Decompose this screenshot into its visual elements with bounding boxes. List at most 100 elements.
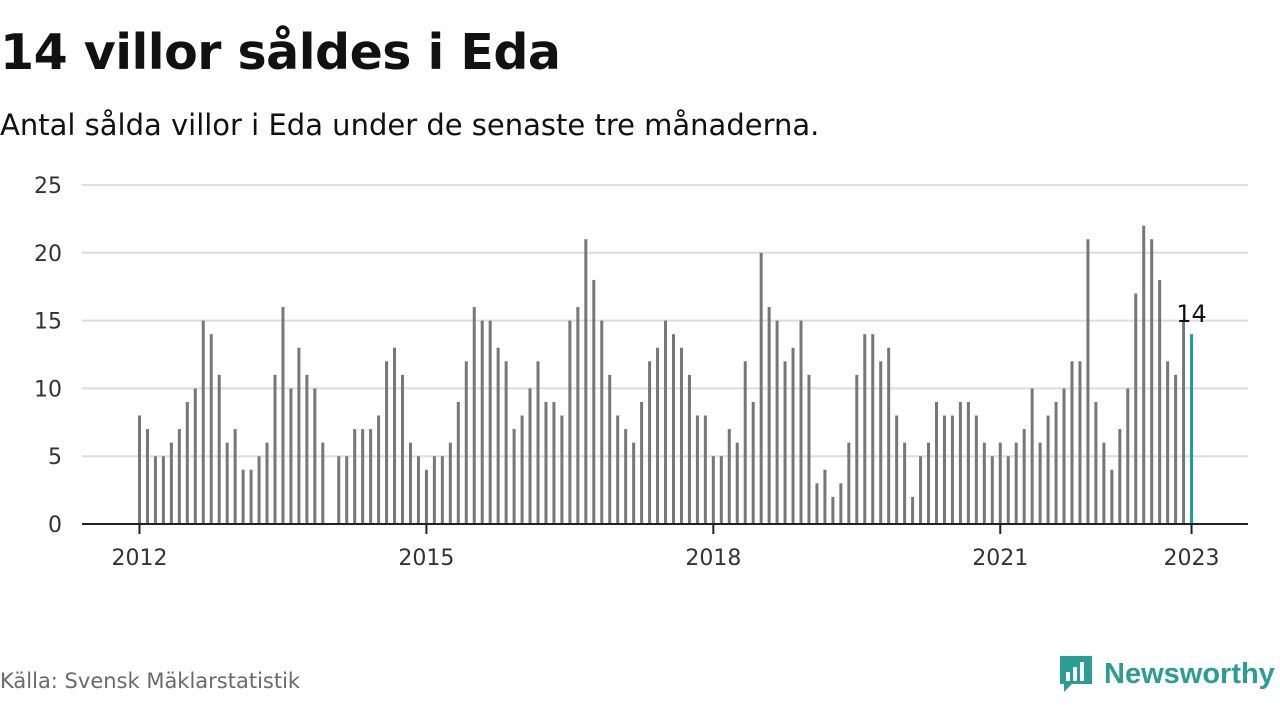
bar (345, 456, 349, 524)
bar (887, 347, 891, 524)
bar (1102, 442, 1106, 524)
bar (1118, 429, 1122, 524)
bar (401, 374, 405, 524)
bar (695, 415, 699, 524)
bar (743, 361, 747, 524)
bar (377, 415, 381, 524)
bar (592, 279, 596, 524)
bar (632, 442, 636, 524)
bar-chart: 0 5 10 15 20 25 2012 2015 2018 2021 2023 14 (34, 174, 1248, 571)
bar (839, 483, 843, 524)
bar (321, 442, 325, 524)
bar (297, 347, 301, 524)
bar (217, 374, 221, 524)
bar (496, 347, 500, 524)
bar (1054, 401, 1058, 524)
bar (807, 374, 811, 524)
bar (863, 334, 867, 524)
bar (138, 415, 141, 524)
bar (791, 347, 795, 524)
bar (1174, 374, 1178, 524)
bar (847, 442, 851, 524)
bar (751, 401, 755, 524)
bar (201, 320, 205, 524)
bar (879, 361, 883, 524)
bar (1134, 293, 1138, 524)
y-tick-label: 10 (34, 377, 62, 402)
bar (193, 388, 197, 524)
bar (488, 320, 492, 524)
x-tick-label: 2012 (112, 546, 168, 571)
y-tick-label: 20 (34, 242, 62, 267)
bar (600, 320, 604, 524)
source-note: Källa: Svensk Mäklarstatistik (0, 669, 301, 693)
bar (624, 429, 628, 524)
newsworthy-logo-icon (1060, 656, 1092, 692)
bar (528, 388, 532, 524)
x-tick-label: 2021 (972, 546, 1028, 571)
bar (831, 496, 835, 524)
bar (711, 456, 715, 524)
bar (1182, 320, 1186, 524)
bar (544, 401, 548, 524)
bar (966, 401, 970, 524)
bar (640, 401, 644, 524)
bar (560, 415, 564, 524)
bar (1142, 225, 1146, 524)
x-tick-label: 2015 (398, 546, 454, 571)
bar (1046, 415, 1050, 524)
bar (727, 429, 731, 524)
bar (393, 347, 397, 524)
bar (185, 401, 189, 524)
bar (671, 334, 675, 524)
bar (1022, 429, 1026, 524)
bar (990, 456, 994, 524)
bar (656, 347, 660, 524)
bar (664, 320, 668, 524)
bar (153, 456, 157, 524)
bar (289, 388, 293, 524)
bar (313, 388, 317, 524)
brand-logo[interactable]: Newsworthy (1058, 654, 1275, 694)
bar (337, 456, 341, 524)
y-tick-label: 25 (34, 174, 62, 199)
bar (927, 442, 931, 524)
bar (679, 347, 683, 524)
x-tick-label: 2018 (685, 546, 741, 571)
bar (369, 429, 373, 524)
bar (161, 456, 165, 524)
bar (464, 361, 468, 524)
bar (520, 415, 524, 524)
bar (1094, 401, 1098, 524)
bar (608, 374, 612, 524)
bar (209, 334, 213, 524)
bar (424, 469, 428, 524)
bar (448, 442, 452, 524)
bar (305, 374, 309, 524)
chart-title: 14 villor såldes i Eda (0, 24, 561, 81)
x-tick-label: 2023 (1164, 546, 1220, 571)
bar (1150, 239, 1154, 525)
bar (616, 415, 620, 524)
bar (982, 442, 986, 524)
bar (265, 442, 269, 524)
bar (950, 415, 954, 524)
bar (1030, 388, 1034, 524)
bar (257, 456, 261, 524)
bar (145, 429, 149, 524)
bar (241, 469, 245, 524)
brand-name: Newsworthy (1104, 657, 1275, 690)
bar (416, 456, 420, 524)
bar (353, 429, 357, 524)
bar (895, 415, 899, 524)
bar (472, 307, 476, 524)
bar (775, 320, 779, 524)
bar (408, 442, 412, 524)
bar (456, 401, 460, 524)
bar (815, 483, 819, 524)
bar (249, 469, 253, 524)
bar (958, 401, 962, 524)
bar (648, 361, 652, 524)
bar (177, 429, 181, 524)
bar (942, 415, 946, 524)
